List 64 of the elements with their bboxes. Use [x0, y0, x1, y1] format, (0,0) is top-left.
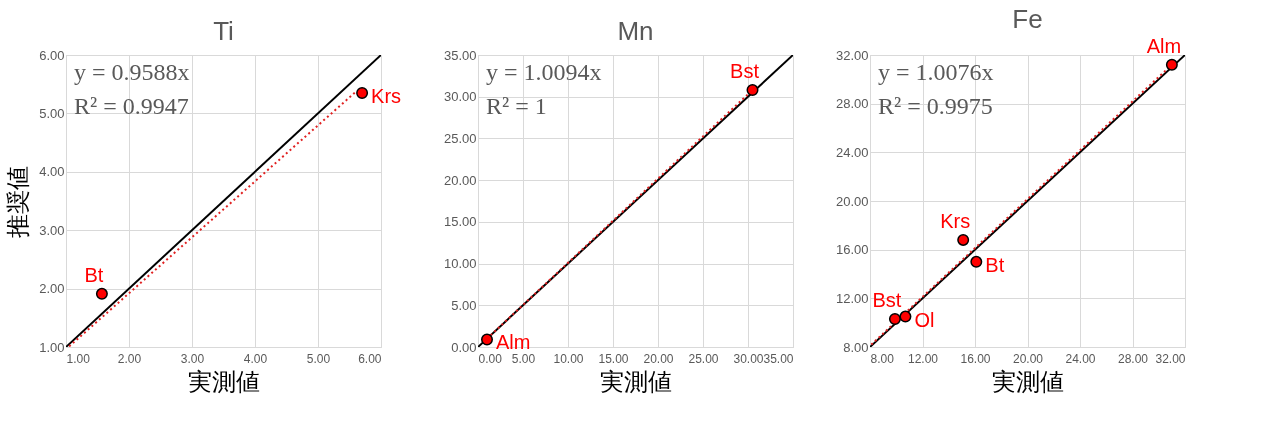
chart-title: Mn — [617, 16, 654, 46]
x-tick-label: 4.00 — [243, 351, 268, 366]
y-tick-label: 10.00 — [443, 256, 477, 272]
x-tick-label: 8.00 — [870, 351, 895, 366]
x-tick-label: 10.00 — [553, 351, 584, 366]
chart-title: Fe — [1012, 3, 1043, 34]
annotation: Krs — [371, 84, 402, 107]
x-tick-label: 0.00 — [478, 351, 503, 366]
y-tick-label: 0.00 — [451, 339, 477, 355]
x-tick-label: 25.00 — [688, 351, 719, 366]
y-tick-label: 5.00 — [451, 297, 477, 313]
annotation: R² = 0.9947 — [74, 93, 189, 119]
chart-title: Ti — [213, 16, 234, 46]
x-tick-label: 6.00 — [358, 351, 382, 366]
y-tick-label: 5.00 — [39, 105, 65, 121]
x-tick-label: 28.00 — [1117, 351, 1149, 366]
x-tick-label: 15.00 — [598, 351, 629, 366]
x-tick-label: 12.00 — [907, 351, 939, 366]
x-tick-label: 24.00 — [1065, 351, 1096, 366]
x-tick-label: 3.00 — [180, 351, 205, 366]
annotation: R² = 1 — [486, 93, 547, 119]
x-tick-label: 20.00 — [1012, 351, 1044, 366]
annotation: Alm — [1146, 34, 1182, 57]
y-tick-label: 16.00 — [835, 242, 869, 258]
annotation: y = 1.0094x — [486, 59, 602, 85]
y-tick-label: 20.00 — [835, 193, 869, 209]
y-tick-label: 4.00 — [39, 164, 65, 180]
y-axis-title: 推奨値 — [4, 165, 33, 238]
y-tick-label: 35.00 — [443, 47, 477, 63]
annotation: y = 0.9588x — [74, 59, 190, 85]
x-tick-label: 5.00 — [511, 351, 536, 366]
x-tick-label: 16.00 — [960, 351, 991, 366]
x-axis-title: 実測値 — [600, 367, 672, 396]
x-tick-label: 35.00 — [763, 351, 794, 366]
annotation: Bt — [985, 253, 1005, 276]
y-tick-label: 20.00 — [443, 172, 477, 188]
y-tick-label: 2.00 — [39, 281, 65, 297]
annotation: R² = 0.9975 — [878, 93, 993, 119]
y-tick-label: 6.00 — [39, 47, 65, 63]
x-axis-title: 実測値 — [992, 367, 1064, 396]
y-tick-label: 30.00 — [443, 89, 477, 105]
y-tick-label: 25.00 — [443, 130, 477, 146]
annotation: Ol — [914, 308, 935, 331]
y-tick-label: 3.00 — [39, 222, 65, 238]
annotation: Alm — [496, 331, 531, 354]
y-tick-label: 1.00 — [39, 339, 65, 355]
annotation: Bst — [730, 60, 760, 83]
y-tick-label: 15.00 — [443, 214, 477, 230]
x-axis-title: 実測値 — [188, 367, 260, 396]
x-tick-label: 32.00 — [1155, 351, 1186, 366]
y-tick-label: 24.00 — [835, 144, 869, 160]
annotation: Krs — [940, 209, 971, 232]
x-tick-label: 1.00 — [66, 351, 91, 366]
y-tick-label: 8.00 — [843, 339, 869, 355]
x-tick-label: 2.00 — [117, 351, 142, 366]
y-tick-label: 32.00 — [835, 47, 869, 63]
x-tick-label: 30.00 — [733, 351, 764, 366]
y-tick-label: 28.00 — [835, 96, 869, 112]
y-tick-label: 12.00 — [835, 290, 869, 306]
annotation: Bt — [84, 263, 104, 286]
annotation: Bst — [872, 289, 902, 312]
x-tick-label: 5.00 — [306, 351, 331, 366]
x-tick-label: 20.00 — [643, 351, 674, 366]
annotation: y = 1.0076x — [878, 59, 994, 85]
